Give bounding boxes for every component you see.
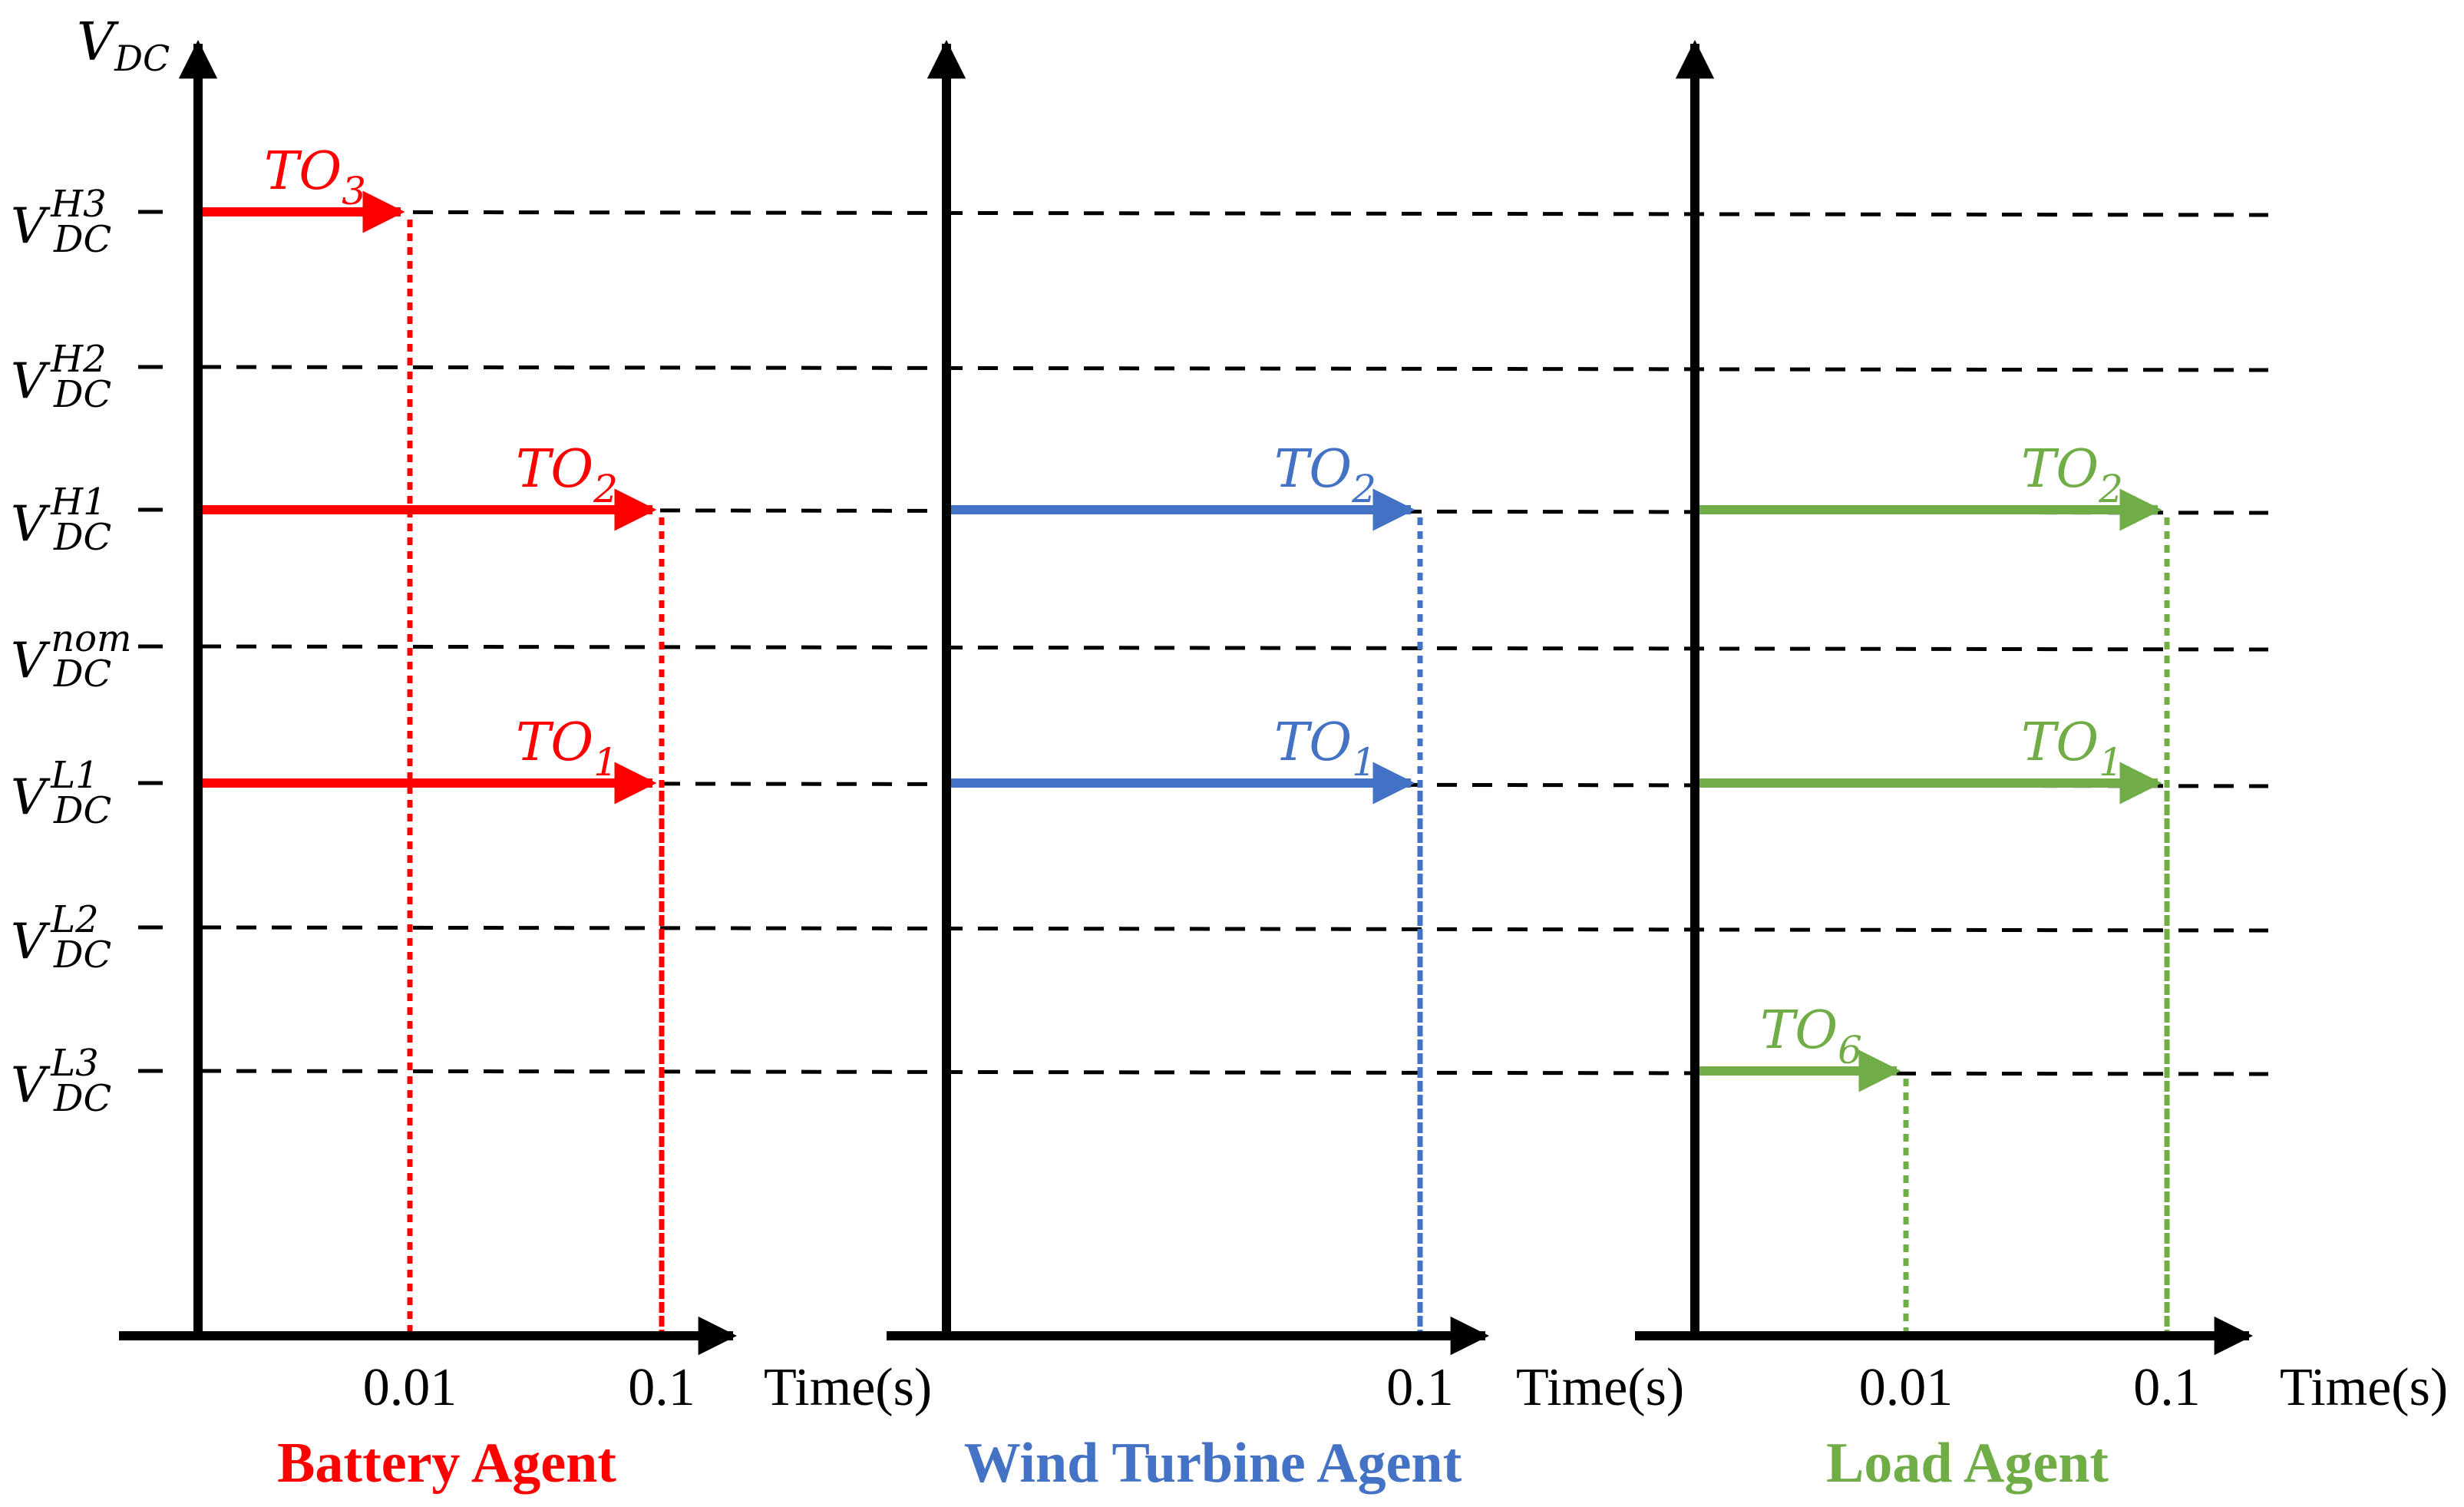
panel-title: Wind Turbine Agent (964, 1432, 1462, 1495)
tick-label-0_1: 0.1 (2133, 1358, 2201, 1417)
dashed-line-H2 (200, 365, 2269, 372)
x-axis-label: Time(s) (2280, 1358, 2448, 1417)
y-axis-label: VDC (77, 12, 170, 79)
panel-2: TO2 TO1 0.1 Time(s) Wind Turbine Agent (887, 39, 1684, 1495)
dashed-line-L3 (200, 1069, 2269, 1076)
x-axis-label: Time(s) (764, 1358, 932, 1417)
tick-label-0_01: 0.01 (1859, 1358, 1954, 1417)
arrow-label-TO1: TO1 (2021, 712, 2123, 785)
level-label-L3: V L3 DC (11, 1042, 111, 1120)
level-label-H3: V H3 DC (11, 183, 111, 261)
arrow-label-TO2: TO2 (2021, 439, 2123, 511)
arrow-label-TO1: TO1 (516, 712, 618, 785)
arrow-label-TO1: TO1 (1274, 712, 1376, 785)
panel-title: Load Agent (1826, 1432, 2109, 1495)
panel-3: TO2 TO1 TO6 0.01 0.1 Time(s) Load Agent (1635, 39, 2448, 1495)
dashed-level-lines (200, 210, 2269, 1076)
tick-label-0_1: 0.1 (628, 1358, 695, 1417)
panel-1: TO3 TO2 TO1 0.01 0.1 Time(s) Battery Agent (119, 39, 932, 1495)
arrow-label-TO6: TO6 (1760, 1000, 1862, 1072)
x-axis-label: Time(s) (1516, 1358, 1684, 1417)
arrow-label-TO3: TO3 (264, 141, 366, 213)
dashed-line-H3 (200, 210, 2269, 217)
panel-title: Battery Agent (277, 1432, 616, 1495)
dashed-line-nom (200, 644, 2269, 652)
tick-label-0_01: 0.01 (363, 1358, 457, 1417)
level-label-L1: V L1 DC (11, 754, 111, 832)
level-label-H2: V H2 DC (11, 338, 111, 416)
tick-label-0_1: 0.1 (1386, 1358, 1454, 1417)
arrow-label-TO2: TO2 (516, 439, 618, 511)
level-label-L2: V L2 DC (11, 898, 111, 977)
dashed-line-L2 (200, 925, 2269, 933)
level-labels: V H3 DC V H2 DC V H1 DC V nom DC V L1 DC V L2 DC V L3 DC (11, 183, 163, 1120)
arrow-label-TO2: TO2 (1274, 439, 1376, 511)
level-label-H1: V H1 DC (11, 481, 111, 559)
